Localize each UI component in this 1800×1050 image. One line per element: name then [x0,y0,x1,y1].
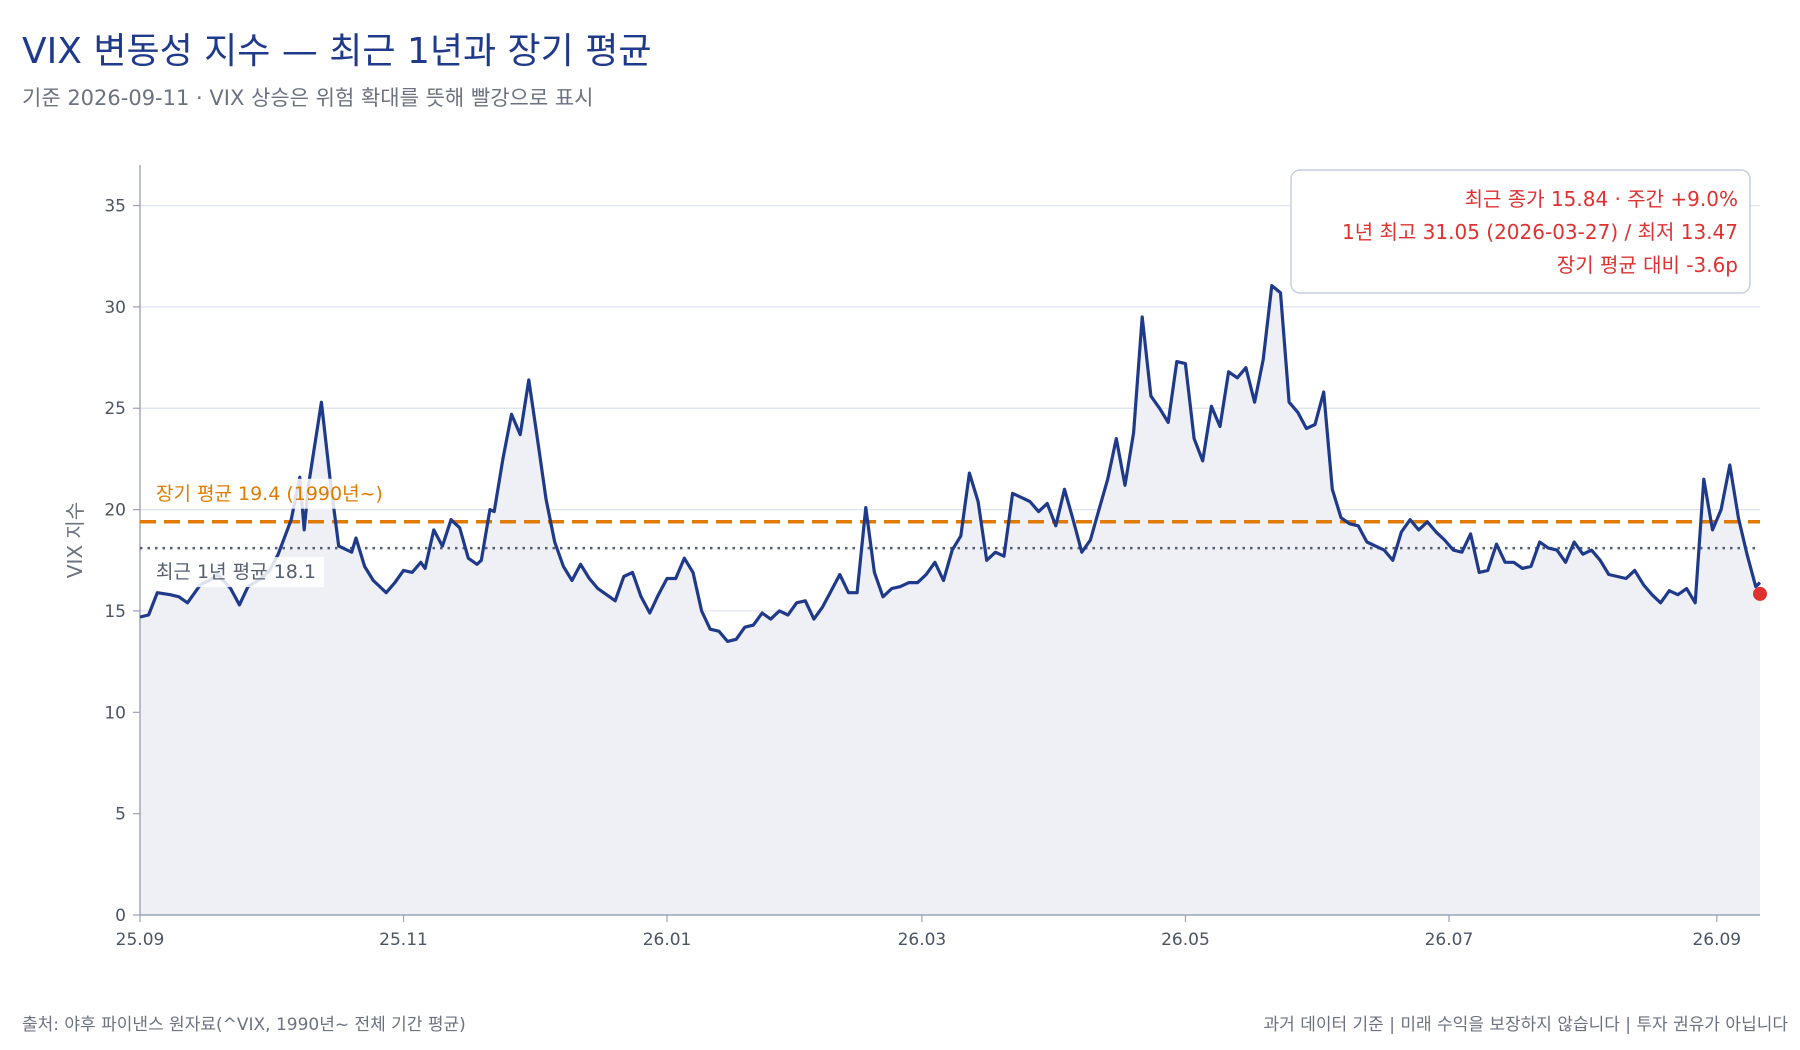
annotation-box: 최근 종가 15.84 · 주간 +9.0% 1년 최고 31.05 (2026-… [1290,169,1751,294]
disclaimer-note: 과거 데이터 기준 | 미래 수익을 보장하지 않습니다 | 투자 권유가 아닙… [1263,1015,1788,1035]
chart-title: VIX 변동성 지수 — 최근 1년과 장기 평균 [22,31,652,72]
x-tick-label: 26.01 [643,930,692,950]
chart-subtitle: 기준 2026-09-11 · VIX 상승은 위험 확대를 뜻해 빨강으로 표… [22,86,594,110]
y-axis-label: VIX 지수 [63,502,87,578]
reference-lines [140,520,1760,550]
y-tick-label: 15 [104,602,126,622]
reference-label-bg [148,478,391,509]
long-term-average-label: 장기 평균 19.4 (1990년~) [156,483,383,505]
annotation-line: 최근 종가 15.84 · 주간 +9.0% [1465,187,1738,211]
reference-label-bg [148,557,324,588]
annotation-line: 1년 최고 31.05 (2026-03-27) / 최저 13.47 [1342,220,1738,244]
source-note: 출처: 야후 파이낸스 원자료(^VIX, 1990년~ 전체 기간 평균) [22,1015,466,1035]
x-tick-label: 25.09 [116,930,165,950]
reference-labels: 장기 평균 19.4 (1990년~) 최근 1년 평균 18.1 [148,478,391,588]
annotation-frame [1290,169,1751,294]
y-tick-label: 10 [104,703,126,723]
annotation-line: 장기 평균 대비 -3.6p [1557,253,1738,277]
x-tick-label: 25.11 [379,930,428,950]
y-tick-label: 20 [104,501,126,521]
series-line [139,284,1762,643]
y-tick-label: 5 [115,805,126,825]
vix-chart: 0 5 10 15 20 25 30 35 25.09 25.11 26.01 26.03 26.05 2… [63,165,1767,950]
axes: 0 5 10 15 20 25 30 35 25.09 25.11 26.01 26.03 26.05 2… [104,165,1760,950]
y-tick-label: 35 [104,197,126,217]
y-tick-label: 0 [115,906,126,926]
x-tick-label: 26.09 [1692,930,1741,950]
last-point-marker[interactable] [1753,586,1767,601]
x-tick-label: 26.05 [1161,930,1210,950]
one-year-average-label: 최근 1년 평균 18.1 [156,561,316,583]
y-tick-label: 25 [104,399,126,419]
series-area-fill [140,285,1760,916]
x-tick-label: 26.03 [898,930,947,950]
y-tick-label: 30 [104,298,126,318]
x-tick-label: 26.07 [1425,930,1474,950]
